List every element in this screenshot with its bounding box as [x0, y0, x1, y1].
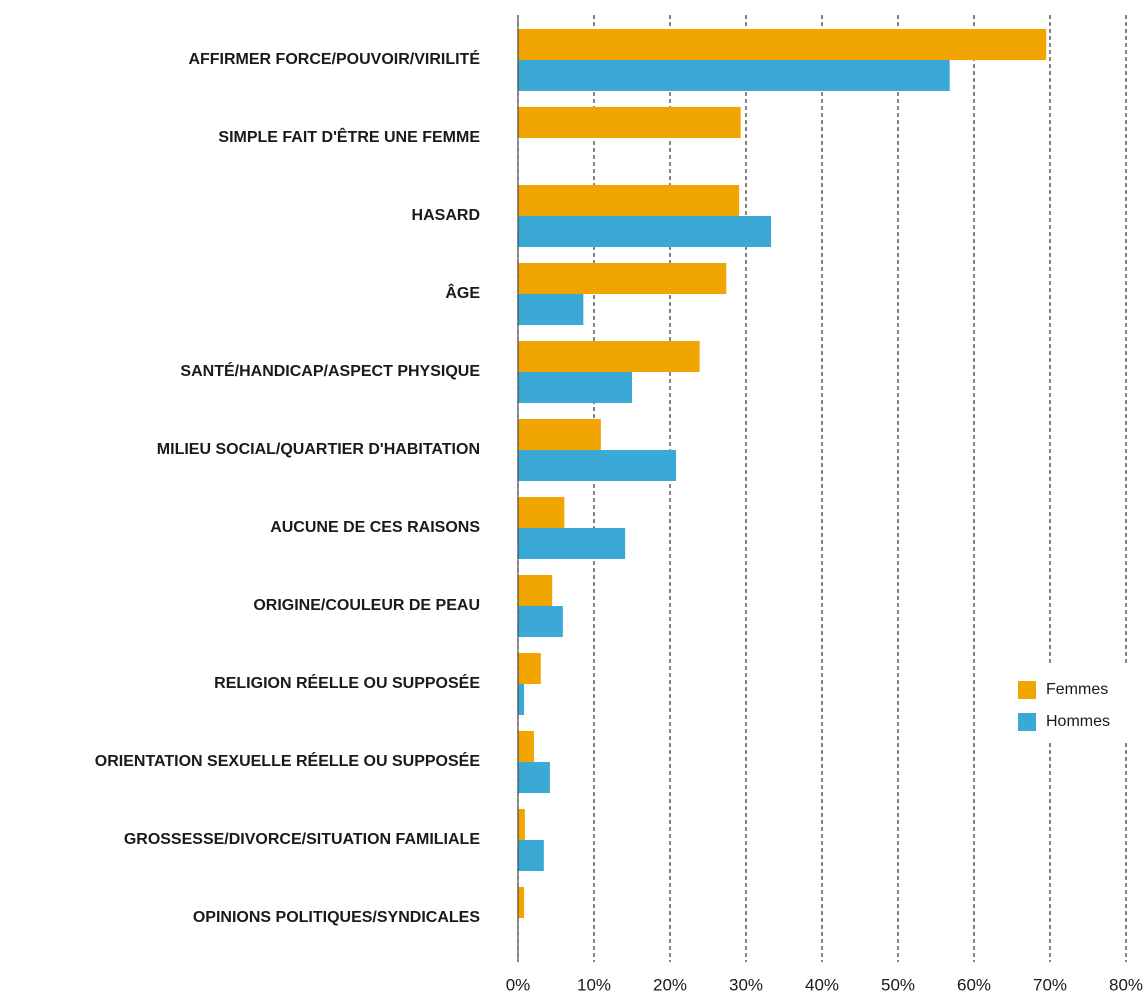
bar — [518, 29, 1047, 60]
bar — [518, 809, 525, 840]
category-label: RELIGION RÉELLE OU SUPPOSÉE — [214, 673, 480, 692]
category-label: SIMPLE FAIT D'ÊTRE UNE FEMME — [218, 127, 480, 146]
x-tick-label: 80% — [1109, 975, 1143, 994]
bar — [518, 341, 700, 372]
legend-label: Hommes — [1046, 713, 1110, 730]
bar — [518, 450, 677, 481]
bar — [518, 497, 565, 528]
x-tick-label: 10% — [577, 975, 611, 994]
x-tick-label: 0% — [506, 975, 531, 994]
bar — [518, 185, 740, 216]
bar — [518, 887, 525, 918]
bar — [518, 684, 525, 715]
x-tick-label: 30% — [729, 975, 763, 994]
legend-label: Femmes — [1046, 681, 1108, 698]
bar — [518, 840, 544, 871]
category-label: AFFIRMER FORCE/POUVOIR/VIRILITÉ — [188, 49, 480, 68]
x-tick-label: 50% — [881, 975, 915, 994]
bar — [518, 107, 741, 138]
category-label: AUCUNE DE CES RAISONS — [270, 519, 480, 536]
legend-swatch — [1018, 681, 1036, 699]
bar — [518, 60, 950, 91]
bar — [518, 263, 727, 294]
bar — [518, 419, 601, 450]
category-label: OPINIONS POLITIQUES/SYNDICALES — [193, 909, 480, 926]
bar — [518, 731, 534, 762]
bar — [518, 216, 772, 247]
bar — [518, 528, 626, 559]
x-tick-label: 40% — [805, 975, 839, 994]
x-tick-label: 20% — [653, 975, 687, 994]
bar — [518, 294, 584, 325]
category-label: MILIEU SOCIAL/QUARTIER D'HABITATION — [157, 441, 480, 458]
category-label: SANTÉ/HANDICAP/ASPECT PHYSIQUE — [180, 361, 480, 380]
category-label: ÂGE — [445, 283, 480, 302]
x-tick-label: 70% — [1033, 975, 1067, 994]
x-tick-label: 60% — [957, 975, 991, 994]
bar — [518, 606, 563, 637]
bar — [518, 575, 553, 606]
category-label: ORIGINE/COULEUR DE PEAU — [253, 597, 480, 614]
bar — [518, 762, 550, 793]
bar — [518, 372, 632, 403]
category-label: ORIENTATION SEXUELLE RÉELLE OU SUPPOSÉE — [95, 751, 481, 770]
category-label: HASARD — [412, 207, 480, 224]
bar — [518, 653, 541, 684]
category-label: GROSSESSE/DIVORCE/SITUATION FAMILIALE — [124, 831, 481, 848]
legend-swatch — [1018, 713, 1036, 731]
